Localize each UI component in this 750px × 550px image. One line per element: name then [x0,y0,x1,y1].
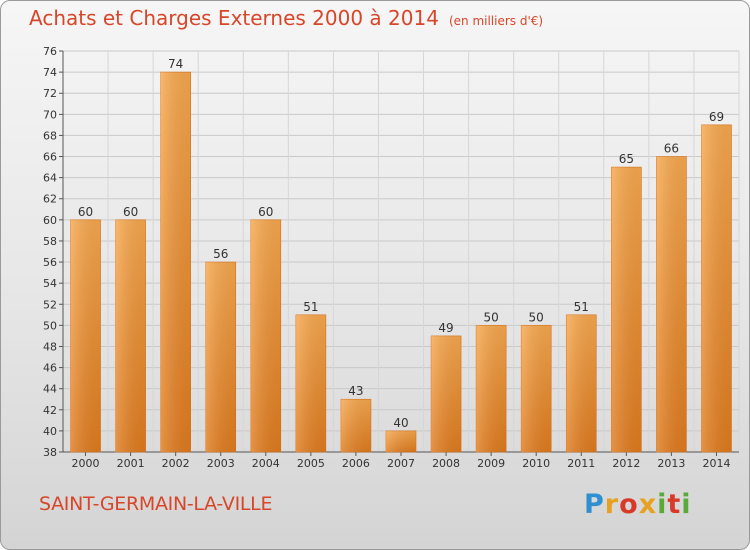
value-label: 74 [168,57,183,71]
value-label: 43 [348,384,363,398]
x-tick-label: 2013 [657,457,685,470]
y-tick-label: 60 [43,214,57,227]
chart-title: Achats et Charges Externes 2000 à 2014 (e… [29,6,543,30]
y-tick-label: 66 [43,151,57,164]
x-tick-label: 2004 [252,457,280,470]
x-tick-label: 2011 [567,457,595,470]
value-label: 60 [123,205,138,219]
value-label: 50 [483,310,498,324]
x-tick-label: 2008 [432,457,460,470]
proxiti-logo: Proxiti [584,489,692,520]
x-tick-label: 2001 [117,457,145,470]
x-tick-label: 2003 [207,457,235,470]
x-tick-label: 2002 [162,457,190,470]
bar-shade-2002 [160,72,191,453]
bar-shade-2007 [386,430,416,452]
bar-shade-2003 [205,262,236,452]
bar-shade-2000 [70,219,101,452]
value-label: 50 [529,310,544,324]
x-tick-label: 2014 [702,457,730,470]
y-tick-label: 54 [43,277,57,290]
city-name: SAINT-GERMAIN-LA-VILLE [39,493,273,515]
y-tick-label: 62 [43,193,57,206]
x-tick-label: 2009 [477,457,505,470]
x-tick-label: 2006 [342,457,370,470]
bar-chart: 38 40 42 44 46 48 50 52 54 56 58 60 62 64 66 68 70 72 74 76… [43,45,740,470]
value-label: 56 [213,247,228,261]
y-tick-label: 58 [43,235,57,248]
label-layer: 60 2000 60 2001 74 2002 56 2003 60 2004 51 2005 43 20… [72,57,731,470]
x-tick-label: 2005 [297,457,325,470]
y-tick-label: 48 [43,340,57,353]
y-tick-label: 76 [43,45,57,58]
title-text: Achats et Charges Externes 2000 à 2014 [29,6,439,30]
title-unit: (en milliers d'€) [448,14,544,28]
y-tick-label: 74 [43,66,57,79]
x-tick-label: 2000 [72,457,100,470]
y-tick-label: 42 [43,404,57,417]
y-tick-label: 52 [43,298,57,311]
value-label: 60 [78,205,93,219]
bar-shade-2004 [250,219,281,452]
bar-shade-2006 [340,399,371,452]
bar-shade-2010 [521,325,552,452]
bar-shade-2011 [566,314,597,452]
value-label: 69 [709,110,724,124]
x-tick-label: 2010 [522,457,550,470]
y-tick-label: 70 [43,108,57,121]
y-tick-label: 72 [43,87,57,100]
y-tick-label: 44 [43,383,57,396]
bar-shade-2014 [701,124,732,453]
bar-shade-2009 [476,325,507,452]
y-tick-label: 50 [43,319,57,332]
value-label: 60 [258,205,273,219]
bar-shade-2001 [115,219,146,452]
y-tick-label: 68 [43,129,57,142]
bar-shade-2012 [611,167,642,452]
y-tick-label: 46 [43,362,57,375]
value-label: 66 [664,142,679,156]
y-tick-label: 56 [43,256,57,269]
y-tick-label: 64 [43,172,57,185]
bar-shade-2008 [431,335,462,452]
bar-shade-2005 [295,314,326,452]
x-tick-label: 2012 [612,457,640,470]
value-label: 51 [574,300,589,314]
x-tick-label: 2007 [387,457,415,470]
value-label: 51 [303,300,318,314]
bar-shade-2013 [656,156,687,453]
bar-layer [70,71,732,453]
value-label: 49 [438,321,453,335]
value-label: 65 [619,152,634,166]
y-tick-label: 40 [43,425,57,438]
y-tick-label: 38 [43,446,57,459]
value-label: 40 [393,416,408,430]
